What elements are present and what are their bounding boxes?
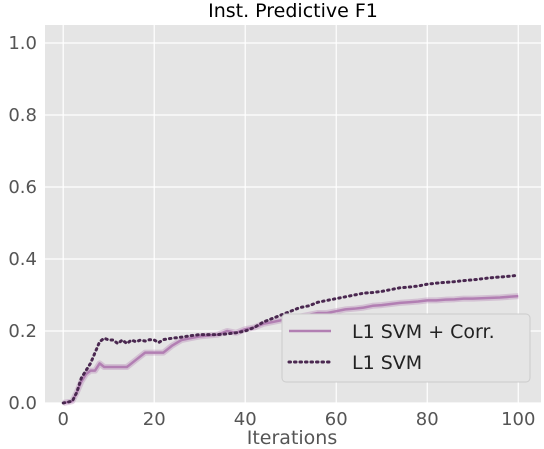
- x-tick-label: 60: [325, 409, 348, 430]
- series-line-l1-svm: [61, 273, 520, 405]
- x-axis-label: Iterations: [247, 427, 338, 449]
- legend-label-l1-svm: L1 SVM: [352, 352, 422, 374]
- grid-lines: [45, 25, 541, 404]
- x-tick-label: 80: [416, 409, 439, 430]
- x-tick-label: 0: [57, 409, 68, 430]
- x-tick-label: 40: [234, 409, 257, 430]
- y-tick-label: 0.4: [8, 249, 37, 270]
- series-layer: [61, 273, 520, 406]
- chart-title: Inst. Predictive F1: [208, 0, 378, 22]
- legend-label-l1-svm-corr: L1 SVM + Corr.: [352, 321, 495, 343]
- x-tick-label: 100: [501, 409, 535, 430]
- y-tick-label: 0.2: [8, 321, 37, 342]
- y-tick-label: 0.8: [8, 105, 37, 126]
- x-tick-labels: 0 20 40 60 80 100: [57, 409, 535, 430]
- legend: L1 SVM + Corr. L1 SVM: [281, 313, 531, 383]
- x-tick-label: 20: [143, 409, 166, 430]
- legend-box: [281, 313, 531, 383]
- series-line-l1-svm-corr: [62, 294, 519, 405]
- y-tick-label: 0.6: [8, 177, 37, 198]
- y-tick-labels: 0.0 0.2 0.4 0.6 0.8 1.0: [8, 33, 37, 414]
- y-tick-label: 0.0: [8, 393, 37, 414]
- y-tick-label: 1.0: [8, 33, 37, 54]
